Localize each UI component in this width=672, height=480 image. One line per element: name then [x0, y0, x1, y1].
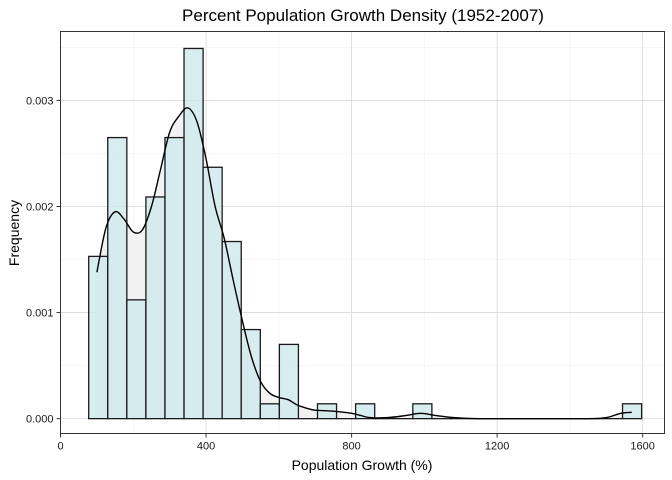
histogram-bar [278, 343, 300, 420]
chart-title: Percent Population Growth Density (1952-… [182, 6, 544, 25]
x-tick-label: 1600 [630, 441, 654, 453]
x-axis: 0 400 800 1200 1600 [57, 433, 655, 453]
y-tick-label: 0.001 [26, 308, 54, 320]
histogram-bar [88, 255, 109, 420]
histogram-bar [412, 403, 433, 420]
histogram-bar [621, 403, 643, 420]
x-axis-title: Population Growth (%) [292, 457, 433, 473]
y-axis: 0.000 0.001 0.002 0.003 [26, 95, 61, 426]
histogram-bar [240, 328, 261, 420]
y-axis-title: Frequency [6, 200, 22, 266]
histogram-bar [164, 136, 185, 420]
x-tick-label: 0 [57, 441, 63, 453]
histogram-bar [126, 299, 147, 420]
density-line [96, 107, 632, 420]
x-tick-label: 800 [342, 441, 360, 453]
histogram-bar [202, 166, 223, 420]
y-tick-label: 0.002 [26, 202, 54, 214]
histogram-bar [107, 136, 128, 420]
x-tick-label: 1200 [485, 441, 509, 453]
histogram-bar [259, 403, 281, 420]
histogram-bar [221, 240, 242, 420]
density-curve [96, 107, 632, 420]
panel-border [60, 31, 665, 434]
y-tick-label: 0.000 [26, 414, 54, 426]
y-tick-label: 0.003 [26, 95, 54, 107]
histogram-bar [145, 196, 166, 420]
histogram-bars [88, 47, 643, 420]
histogram-bar [183, 47, 204, 420]
x-tick-label: 400 [197, 441, 215, 453]
